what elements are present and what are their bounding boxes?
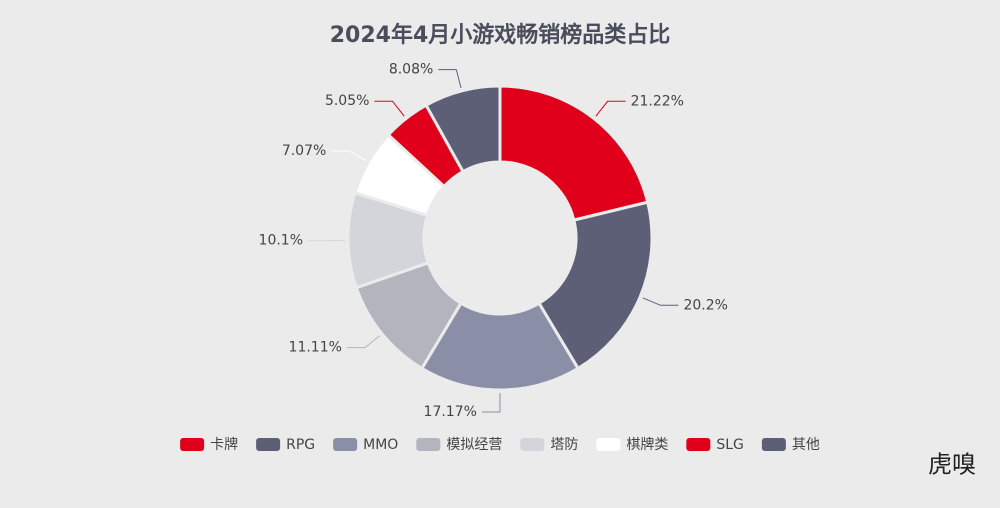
donut-slice [498,84,650,222]
legend-label: 其他 [792,437,820,453]
leader-line [374,100,405,117]
donut-slice [424,84,502,174]
chart-title: 2024年4月小游戏畅销榜品类占比 [330,22,671,48]
legend-swatch [596,438,621,451]
data-label: 7.07% [282,143,326,159]
data-label: 8.08% [389,62,433,78]
leader-line [481,392,501,413]
data-label: 5.05% [325,93,369,109]
legend-label: MMO [363,437,398,453]
leader-line [346,335,380,349]
data-label: 21.22% [631,93,684,109]
legend-swatch [761,438,786,451]
legend-label: 模拟经营 [446,437,502,453]
data-label: 20.2% [683,297,727,313]
data-label: 11.11% [289,340,342,356]
leader-line [642,297,679,306]
donut-slice [537,200,654,370]
legend-swatch [686,438,711,451]
legend-label: 卡牌 [210,436,238,453]
legend-swatch [416,438,441,451]
data-label: 10.1% [259,233,303,249]
legend-swatch [180,438,205,451]
legend-label: 塔防 [550,437,578,453]
legend-label: 棋牌类 [626,436,668,453]
legend-label: RPG [286,437,315,453]
watermark: 虎嗅 [928,451,976,479]
data-label: 17.17% [424,404,477,420]
leader-line [595,100,626,117]
leader-line [331,150,367,161]
legend-swatch [256,438,281,451]
legend-label: SLG [716,437,744,453]
legend-swatch [520,438,545,451]
leader-line [438,69,462,89]
legend-swatch [333,438,358,451]
